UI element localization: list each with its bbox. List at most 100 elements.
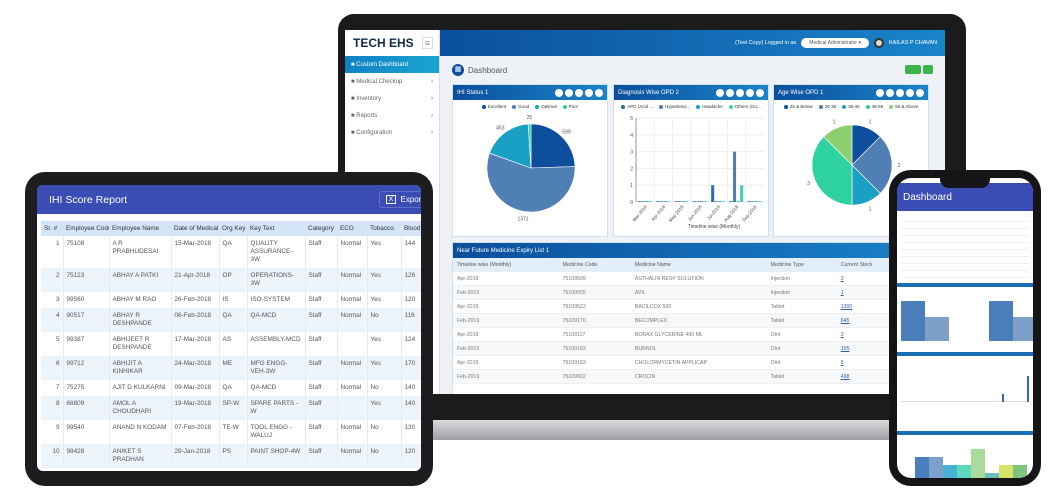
delete-icon[interactable]: [595, 88, 603, 97]
sidebar-item-reports[interactable]: ■ Reports ›: [345, 107, 439, 124]
legend-item[interactable]: Good: [512, 104, 529, 110]
table-row[interactable]: 4 90517 ABHAY R DESHPANDE 06-Feb-2018 QA QA-M…: [41, 308, 421, 332]
legend-item[interactable]: APD (Acid ...: [621, 104, 653, 110]
table-row[interactable]: 7 75275 AJIT D KULKARNI 09-Mar-2018 QA QA-MCD…: [41, 380, 421, 396]
delete-icon[interactable]: [916, 88, 924, 97]
column-header[interactable]: Date of Medical: [171, 221, 219, 236]
table-row[interactable]: 3 99560 ABHAY M RAO 26-Feb-2018 IS ISO-SYSTEM…: [41, 292, 421, 308]
bar[interactable]: [696, 201, 700, 202]
edit-icon[interactable]: [555, 88, 563, 97]
pie-slice[interactable]: [530, 123, 576, 169]
user-icon[interactable]: [726, 88, 734, 97]
legend-item[interactable]: 26-35: [818, 104, 836, 110]
avatar[interactable]: [874, 38, 884, 48]
column-header[interactable]: Blood Pressu: [401, 221, 421, 236]
table-row[interactable]: 10 98428 ANIKET S PRADHAN 29-Jan-2018 PS PAIN…: [41, 444, 421, 468]
legend-item[interactable]: Hypertensi...: [658, 104, 690, 110]
export-icon[interactable]: [575, 88, 583, 97]
bar[interactable]: [711, 185, 715, 202]
table-cell[interactable]: 498: [836, 369, 905, 384]
delete-icon[interactable]: [756, 88, 764, 97]
bar[interactable]: [736, 201, 740, 202]
column-header[interactable]: Key Text: [247, 221, 305, 236]
bar[interactable]: [721, 201, 725, 202]
legend-item[interactable]: 46-55: [865, 104, 883, 110]
table-row[interactable]: 9 99540 ANAND N KODAM 07-Feb-2018 TE-W TOOL E…: [41, 420, 421, 444]
bar[interactable]: [700, 201, 704, 202]
bar[interactable]: [729, 201, 733, 202]
sidebar-item-configuration[interactable]: ■ Configuration ›: [345, 124, 439, 141]
save-layout-button[interactable]: [923, 65, 933, 74]
legend-item[interactable]: 56 & Above: [889, 104, 918, 110]
bar[interactable]: [692, 201, 696, 202]
pie-slice[interactable]: [486, 152, 576, 213]
role-select[interactable]: Medical Administrator ▾: [801, 38, 869, 48]
legend-item[interactable]: Headache: [696, 104, 723, 110]
table-cell[interactable]: 8: [836, 355, 905, 370]
user-icon[interactable]: [886, 88, 894, 97]
edit-icon[interactable]: [876, 88, 884, 97]
filter-icon[interactable]: [746, 88, 754, 97]
sidebar-item-custom-dashboard[interactable]: ■ Custom Dashboard: [345, 56, 439, 73]
column-header[interactable]: Tobacco: [367, 221, 401, 236]
legend-item[interactable]: Optimal: [535, 104, 557, 110]
bar[interactable]: [674, 201, 678, 202]
table-cell[interactable]: 3: [836, 272, 905, 286]
bar[interactable]: [678, 201, 682, 202]
pie-slice[interactable]: [823, 124, 853, 166]
column-header[interactable]: Current Stock: [836, 258, 905, 272]
legend-item[interactable]: 25 & Below: [783, 104, 813, 110]
bar[interactable]: [645, 201, 649, 202]
bar[interactable]: [638, 201, 642, 202]
table-row[interactable]: 6 99712 ABHIJIT A KINHIKAR 24-Mar-2018 ME MFG…: [41, 356, 421, 380]
user-icon[interactable]: [565, 88, 573, 97]
pie-slice[interactable]: [527, 123, 532, 169]
bar[interactable]: [740, 185, 744, 202]
table-cell[interactable]: 1: [836, 285, 905, 300]
column-header[interactable]: Medicine Type: [766, 258, 837, 272]
column-header[interactable]: Category: [305, 221, 337, 236]
export-icon[interactable]: [736, 88, 744, 97]
table-cell[interactable]: 3: [836, 327, 905, 342]
export-icon[interactable]: [896, 88, 904, 97]
table-row[interactable]: 2 75123 ABHAY A PATKI 21-Apr-2018 OP OPERATIO…: [41, 268, 421, 292]
column-header[interactable]: Timeline wise (Monthly): [453, 258, 559, 272]
column-header[interactable]: Sr. #: [41, 221, 63, 236]
column-header[interactable]: Medicine Code: [558, 258, 631, 272]
filter-icon[interactable]: [585, 88, 593, 97]
bar[interactable]: [667, 201, 671, 202]
bar[interactable]: [656, 201, 660, 202]
table-row[interactable]: 1 75108 A R PRABHUDESAI 15-Mar-2018 QA QUALIT…: [41, 236, 421, 268]
legend-item[interactable]: Others (Gu...: [728, 104, 761, 110]
bar[interactable]: [754, 201, 758, 202]
column-header[interactable]: Medicine Name: [630, 258, 767, 272]
column-header[interactable]: Org Key: [219, 221, 247, 236]
edit-icon[interactable]: [716, 88, 724, 97]
legend-item[interactable]: Excellent: [481, 104, 506, 110]
bar[interactable]: [648, 201, 652, 202]
filter-icon[interactable]: [906, 88, 914, 97]
column-header[interactable]: Employee Name: [109, 221, 171, 236]
bar[interactable]: [718, 201, 722, 202]
table-row[interactable]: 8 68809 AMOL A CHOUDHARI 19-Mar-2018 SP-W SPA…: [41, 396, 421, 420]
pie-slice[interactable]: [489, 123, 532, 169]
bar[interactable]: [747, 201, 751, 202]
bar[interactable]: [758, 201, 762, 202]
pie-slice[interactable]: [811, 136, 853, 206]
bar[interactable]: [685, 201, 689, 202]
sidebar-item-inventory[interactable]: ■ Inventory ›: [345, 90, 439, 107]
bar[interactable]: [751, 201, 755, 202]
legend-item[interactable]: Poor: [562, 104, 578, 110]
export-button[interactable]: XExport t: [378, 191, 421, 208]
legend-item[interactable]: 36-45: [842, 104, 860, 110]
column-header[interactable]: Employee Code: [63, 221, 109, 236]
pie-slice[interactable]: [851, 136, 893, 194]
sidebar-item-medical-checkup[interactable]: ■ Medical Checkup ›: [345, 73, 439, 90]
settings-button[interactable]: [905, 65, 921, 74]
bar[interactable]: [659, 201, 663, 202]
bar[interactable]: [663, 201, 667, 202]
bar[interactable]: [641, 201, 645, 202]
column-header[interactable]: ECG: [337, 221, 367, 236]
menu-toggle-icon[interactable]: ≡: [421, 37, 433, 49]
bar[interactable]: [703, 201, 707, 202]
